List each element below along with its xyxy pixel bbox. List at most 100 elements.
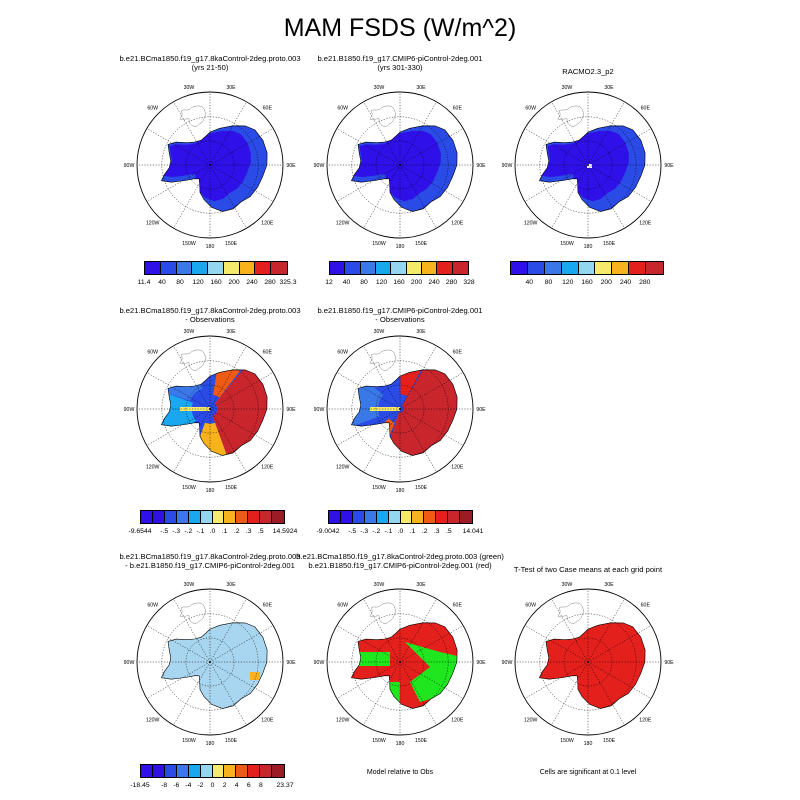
colorbar-label: -.3	[360, 528, 369, 535]
lon-label: 30W	[374, 329, 385, 335]
colorbar-swatch	[176, 262, 193, 274]
panel-title-line: T-Test of two Case means at each grid po…	[513, 565, 663, 574]
meridian-line	[209, 408, 247, 473]
lon-label: 150W	[182, 485, 196, 491]
meridian-line	[524, 661, 589, 699]
colorbar-swatch	[388, 511, 401, 523]
meridian-line	[209, 345, 247, 410]
meridian-line	[399, 408, 464, 446]
colorbar-label: 120	[192, 279, 204, 286]
panel-title-line: b.e21.BCma1850.f19_g17.8kaControl-2deg.p…	[296, 552, 504, 561]
field-green	[351, 652, 390, 666]
lon-label: 120W	[524, 717, 538, 723]
colorbar-swatch	[561, 262, 579, 274]
meridian-line	[587, 101, 625, 166]
lon-label: 90W	[124, 163, 135, 169]
colorbar-swatch	[141, 511, 153, 523]
colorbar-swatches	[140, 510, 285, 524]
lon-label: 60E	[641, 603, 651, 609]
lon-label: 60W	[525, 106, 536, 112]
lon-label: 120W	[336, 717, 350, 723]
lon-label: 60E	[453, 350, 463, 356]
lon-label: 90E	[476, 163, 486, 169]
colorbar-label: 160	[581, 279, 593, 286]
colorbar-swatch	[176, 765, 189, 777]
meridian-line	[363, 408, 401, 473]
lon-label: 60W	[337, 106, 348, 112]
colorbar-swatch	[200, 511, 213, 523]
lon-label: 150E	[225, 485, 238, 491]
colorbar-swatch	[646, 262, 663, 274]
lon-label: 120E	[639, 717, 652, 723]
colorbar-swatch	[578, 262, 596, 274]
colorbar-swatch	[421, 262, 438, 274]
parallel-line	[375, 140, 425, 190]
meridian-line	[146, 372, 211, 410]
lon-label: 30E	[416, 582, 426, 588]
colorbar-label: 120	[562, 279, 574, 286]
meridian-line	[524, 625, 589, 663]
field-pole-gap	[587, 164, 592, 168]
map-border	[326, 91, 474, 239]
coastline	[350, 622, 458, 709]
lon-label: 150E	[603, 738, 616, 744]
coastline	[538, 622, 646, 709]
meridian-line	[209, 164, 247, 229]
colorbar-label: 160	[393, 279, 405, 286]
map-border	[326, 588, 474, 736]
colorbar-label: 200	[228, 279, 240, 286]
lon-label: 90E	[476, 660, 486, 666]
colorbar-label: 200	[410, 279, 423, 286]
lon-label: 30W	[374, 85, 385, 91]
polar-map-p3: 30W 30E 60W 60E 90W 90E 120W 120E 150W 150E 180	[502, 85, 674, 250]
colorbar-swatch	[188, 765, 201, 777]
coastline	[350, 369, 458, 456]
coastline	[160, 369, 268, 456]
colorbar-label: -.3	[172, 528, 181, 535]
colorbar-label: .1	[409, 528, 416, 535]
lon-label: 60W	[147, 106, 158, 112]
lon-label: 120W	[146, 717, 160, 723]
lon-label: 120W	[336, 220, 350, 226]
lon-label: 30E	[604, 85, 614, 91]
colorbar-label: -.5	[160, 528, 169, 535]
meridian-line	[551, 101, 589, 166]
meridian-line	[336, 661, 401, 699]
meridian-line	[173, 661, 211, 726]
colorbar-swatch	[544, 262, 562, 274]
meridian-line	[399, 661, 464, 699]
lon-label: 90W	[502, 163, 513, 169]
meridian-line	[209, 128, 274, 166]
colorbar-swatch	[236, 511, 249, 523]
meridian-line	[173, 345, 211, 410]
panel-title-p5: b.e21.B1850.f19_g17.CMIP6-piControl-2deg…	[275, 306, 525, 324]
colorbar-swatch	[330, 262, 346, 274]
lon-label: 150E	[415, 241, 428, 247]
ice-shelf-line	[179, 602, 206, 624]
polar-map-p2: 30W 30E 60W 60E 90W 90E 120W 120E 150W 150E 180	[314, 85, 486, 250]
lon-label: 90W	[314, 407, 325, 413]
map-border	[326, 335, 474, 483]
lon-label: 180	[396, 741, 405, 747]
colorbar-swatch	[340, 511, 353, 523]
field-negative	[161, 384, 196, 456]
lon-label: 90E	[664, 163, 674, 169]
meridian-line	[173, 164, 211, 229]
lon-label: 30W	[184, 85, 195, 91]
lon-label: 30W	[562, 582, 573, 588]
colorbar-swatch	[376, 511, 389, 523]
colorbar-label: -9.6544	[128, 528, 152, 535]
colorbar-swatch	[460, 511, 473, 523]
lon-label: 120E	[451, 717, 464, 723]
colorbar-label: 11.4	[137, 279, 151, 286]
colorbar-label: 240	[619, 279, 632, 286]
colorbar-swatch	[208, 262, 224, 274]
colorbar-swatch	[424, 511, 437, 523]
field-mid	[351, 418, 395, 456]
lon-label: 180	[206, 741, 215, 747]
polar-map-p1: 30W 30E 60W 60E 90W 90E 120W 120E 150W 150E 180	[124, 85, 296, 250]
colorbar-label: -2	[197, 782, 204, 789]
colorbar-label: 280	[264, 279, 276, 286]
lon-label: 60E	[453, 106, 463, 112]
colorbar-swatch	[188, 511, 201, 523]
